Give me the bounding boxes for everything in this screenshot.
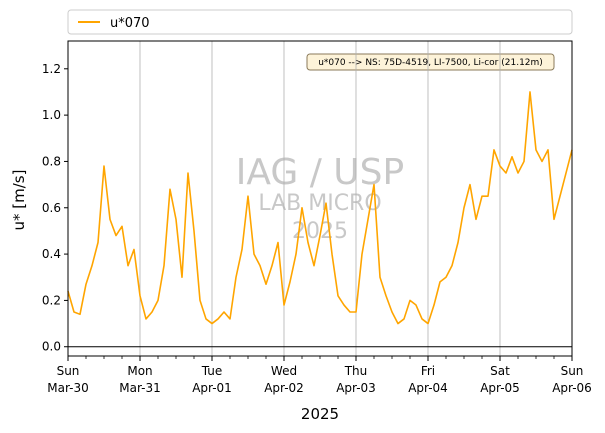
x-tick-day-3: Wed	[271, 364, 297, 378]
x-tick-day-4: Thu	[344, 364, 368, 378]
y-tick-label-1: 0.2	[42, 293, 61, 307]
x-tick-day-5: Fri	[421, 364, 435, 378]
y-tick-label-4: 0.8	[42, 154, 61, 168]
watermark: IAG / USP LAB MICRO 2025	[236, 152, 404, 244]
x-tick-day-0: Sun	[57, 364, 80, 378]
x-tick-day-7: Sun	[561, 364, 584, 378]
y-tick-label-5: 1.0	[42, 108, 61, 122]
y-axis-title: u* [m/s]	[10, 170, 28, 231]
x-tick-date-7: Apr-06	[552, 381, 592, 395]
x-tick-date-5: Apr-04	[408, 381, 448, 395]
x-tick-day-1: Mon	[127, 364, 152, 378]
legend-label-u070: u*070	[110, 16, 150, 31]
x-axis-title: 2025	[301, 405, 339, 423]
y-tick-label-6: 1.2	[42, 62, 61, 76]
y-tick-label-3: 0.6	[42, 201, 61, 215]
x-tick-day-2: Tue	[201, 364, 223, 378]
legend-frame	[67, 9, 573, 35]
x-axis: Sun Mar-30 Mon Mar-31 Tue Apr-01 Wed Apr-02 Thu A…	[47, 356, 592, 395]
legend: u*070	[67, 9, 573, 35]
x-tick-date-0: Mar-30	[47, 381, 88, 395]
watermark-line-2: LAB MICRO	[258, 191, 381, 216]
x-tick-date-2: Apr-01	[192, 381, 232, 395]
x-tick-date-4: Apr-03	[336, 381, 376, 395]
x-tick-date-3: Apr-02	[264, 381, 304, 395]
y-tick-label-0: 0.0	[42, 340, 61, 354]
x-tick-date-1: Mar-31	[119, 381, 160, 395]
x-tick-day-6: Sat	[490, 364, 510, 378]
annotation-box	[306, 53, 555, 71]
annotation-text: u*070 --> NS: 75D-4519, LI-7500, Li-cor …	[318, 58, 543, 68]
watermark-line-1: IAG / USP	[236, 152, 404, 193]
y-axis: 0.0 0.2 0.4 0.6 0.8 1.0 1.2	[42, 62, 68, 354]
annotation: u*070 --> NS: 75D-4519, LI-7500, Li-cor …	[306, 53, 555, 71]
series-line-0	[67, 91, 573, 325]
y-tick-label-2: 0.4	[42, 247, 61, 261]
x-tick-date-6: Apr-05	[480, 381, 520, 395]
